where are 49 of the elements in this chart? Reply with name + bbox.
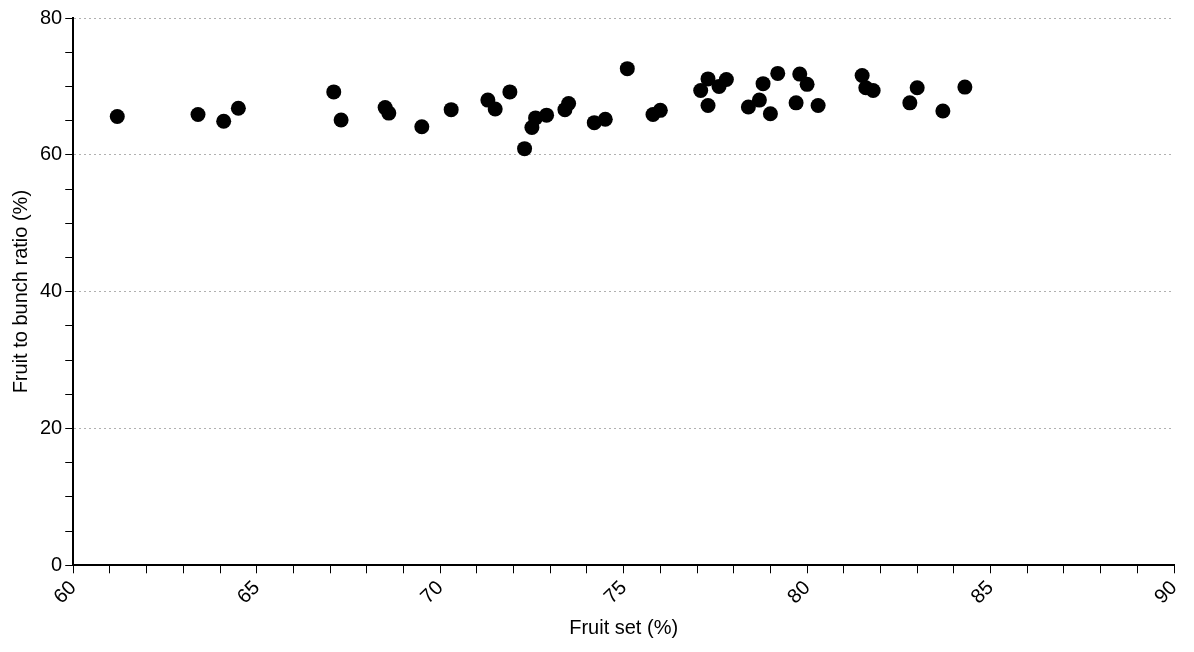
point [740, 99, 756, 115]
point [502, 84, 518, 100]
point [957, 79, 973, 95]
point [909, 80, 925, 96]
point [700, 71, 716, 87]
point [216, 113, 232, 129]
point [561, 96, 577, 112]
point [799, 76, 815, 92]
point [597, 111, 613, 127]
point [326, 84, 342, 100]
x-tick-label: 65 [232, 575, 264, 608]
point [810, 98, 826, 114]
point [539, 107, 555, 123]
x-tick-label: 85 [966, 575, 998, 608]
point [693, 83, 709, 99]
x-tick-label: 80 [782, 575, 814, 608]
point [109, 109, 125, 125]
point [517, 141, 533, 157]
point [190, 106, 206, 122]
point [414, 119, 430, 135]
point [333, 112, 349, 128]
point [700, 98, 716, 114]
point [935, 103, 951, 119]
x-tick-label: 90 [1149, 575, 1181, 608]
x-tick-label: 75 [599, 575, 631, 608]
point [755, 76, 771, 92]
point [443, 102, 459, 118]
point [792, 66, 808, 82]
point [487, 101, 503, 117]
y-tick-label: 40 [40, 279, 63, 302]
y-tick-label: 80 [40, 5, 63, 28]
y-tick-label: 60 [40, 142, 63, 165]
point [718, 72, 734, 88]
point [762, 106, 778, 122]
point [902, 95, 918, 111]
point [619, 61, 635, 77]
y-tick-label: 0 [51, 552, 63, 575]
point [381, 105, 397, 121]
x-axis-title: Fruit set (%) [569, 615, 679, 638]
point [230, 100, 246, 116]
y-axis-title: Fruit to bunch ratio (%) [8, 189, 31, 394]
point [788, 95, 804, 111]
point [865, 83, 881, 99]
point [854, 67, 870, 83]
point [770, 65, 786, 81]
point [751, 92, 767, 108]
y-tick-label: 20 [40, 415, 63, 438]
point [652, 102, 668, 118]
x-tick-label: 70 [415, 575, 447, 608]
